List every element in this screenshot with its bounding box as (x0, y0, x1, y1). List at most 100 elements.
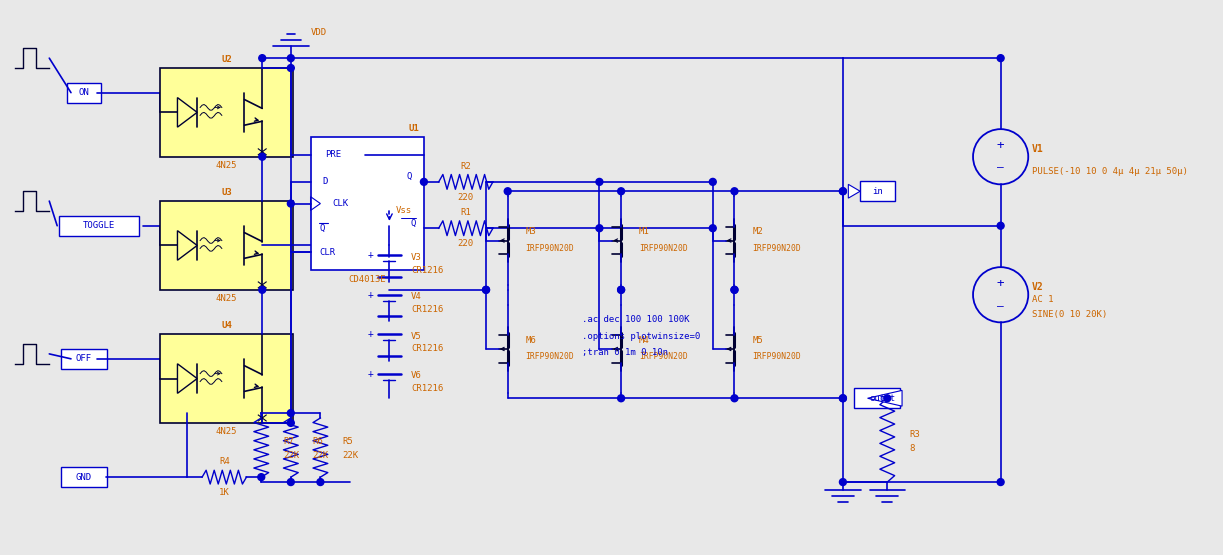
Circle shape (839, 188, 846, 195)
Text: Vss: Vss (395, 206, 411, 215)
FancyArrowPatch shape (254, 384, 258, 387)
FancyBboxPatch shape (311, 137, 424, 270)
Text: M4: M4 (638, 336, 649, 345)
Text: D: D (323, 178, 328, 186)
Text: M3: M3 (526, 227, 536, 236)
Text: U3: U3 (221, 188, 232, 196)
FancyBboxPatch shape (860, 181, 895, 201)
Text: +: + (368, 250, 374, 260)
Text: CR1216: CR1216 (411, 266, 444, 275)
Text: .ac dec 100 100 100K: .ac dec 100 100 100K (582, 315, 689, 324)
Text: TOGGLE: TOGGLE (82, 221, 115, 230)
Text: M6: M6 (526, 336, 536, 345)
Text: –: – (997, 163, 1004, 173)
Text: IRFP90N20D: IRFP90N20D (638, 352, 687, 361)
Text: IRFP90N20D: IRFP90N20D (526, 244, 575, 253)
Text: ON: ON (78, 88, 89, 97)
Text: +: + (997, 139, 1004, 153)
Text: 1K: 1K (219, 488, 230, 497)
Text: R6: R6 (313, 437, 323, 446)
Circle shape (287, 478, 295, 486)
FancyArrowPatch shape (254, 118, 258, 121)
Circle shape (731, 286, 737, 293)
Text: V6: V6 (411, 371, 422, 380)
Text: R7: R7 (283, 437, 294, 446)
Text: V5: V5 (411, 332, 422, 341)
Text: 4N25: 4N25 (216, 161, 237, 170)
Circle shape (287, 420, 295, 426)
Circle shape (259, 153, 265, 160)
Circle shape (421, 178, 427, 185)
Circle shape (596, 225, 603, 231)
Text: Q: Q (411, 219, 416, 228)
Circle shape (839, 478, 846, 486)
Circle shape (258, 473, 264, 481)
Circle shape (731, 286, 737, 293)
Text: IRFP90N20D: IRFP90N20D (752, 244, 801, 253)
Circle shape (839, 395, 846, 402)
FancyBboxPatch shape (855, 388, 900, 408)
Text: 4N25: 4N25 (216, 294, 237, 303)
FancyBboxPatch shape (160, 334, 294, 423)
Text: CR1216: CR1216 (411, 384, 444, 393)
Text: PULSE(-10 10 0 4μ 4μ 21μ 50μ): PULSE(-10 10 0 4μ 4μ 21μ 50μ) (1032, 167, 1188, 176)
Circle shape (884, 395, 890, 402)
Text: IRFP90N20D: IRFP90N20D (638, 244, 687, 253)
Circle shape (709, 225, 717, 231)
Circle shape (997, 55, 1004, 62)
Text: out: out (870, 393, 885, 403)
Text: CR1216: CR1216 (411, 345, 444, 354)
Circle shape (997, 478, 1004, 486)
Text: R5: R5 (342, 437, 353, 446)
Text: Q: Q (319, 224, 325, 233)
Circle shape (483, 286, 489, 293)
Circle shape (618, 286, 625, 293)
Text: CLK: CLK (333, 199, 349, 208)
Text: R4: R4 (219, 457, 230, 466)
Text: U4: U4 (221, 321, 232, 330)
Text: R3: R3 (909, 430, 920, 439)
Text: OFF: OFF (76, 354, 92, 364)
Text: 4N25: 4N25 (216, 427, 237, 436)
Text: V3: V3 (411, 253, 422, 262)
FancyBboxPatch shape (66, 83, 102, 103)
Text: 220: 220 (457, 239, 473, 249)
Circle shape (839, 395, 846, 402)
Circle shape (618, 188, 625, 195)
Circle shape (259, 286, 265, 293)
Circle shape (839, 188, 846, 195)
Text: +: + (368, 290, 374, 300)
Text: M1: M1 (638, 227, 649, 236)
Text: V1: V1 (1032, 144, 1044, 154)
Text: in: in (872, 186, 883, 196)
Text: out: out (879, 393, 895, 403)
Text: +: + (997, 278, 1004, 290)
Circle shape (287, 410, 295, 416)
Circle shape (287, 55, 295, 62)
Text: R2: R2 (460, 162, 471, 170)
Text: VDD: VDD (311, 28, 327, 37)
Text: CD4013E: CD4013E (349, 275, 386, 285)
Circle shape (504, 188, 511, 195)
FancyBboxPatch shape (61, 467, 106, 487)
Circle shape (731, 395, 737, 402)
Text: U2: U2 (221, 54, 232, 64)
Text: SINE(0 10 20K): SINE(0 10 20K) (1032, 310, 1108, 319)
FancyBboxPatch shape (61, 349, 106, 369)
Circle shape (483, 286, 489, 293)
FancyBboxPatch shape (160, 68, 294, 157)
Text: V4: V4 (411, 292, 422, 301)
Circle shape (709, 178, 717, 185)
Circle shape (287, 200, 295, 207)
Circle shape (317, 478, 324, 486)
Text: U1: U1 (408, 124, 419, 133)
Text: GND: GND (76, 473, 92, 482)
Text: CR1216: CR1216 (411, 305, 444, 314)
Circle shape (997, 223, 1004, 229)
Text: 220: 220 (457, 193, 473, 202)
Text: PRE: PRE (325, 150, 341, 159)
Polygon shape (849, 184, 860, 198)
Text: R1: R1 (460, 208, 471, 217)
Circle shape (618, 286, 625, 293)
Text: 8: 8 (909, 443, 915, 452)
